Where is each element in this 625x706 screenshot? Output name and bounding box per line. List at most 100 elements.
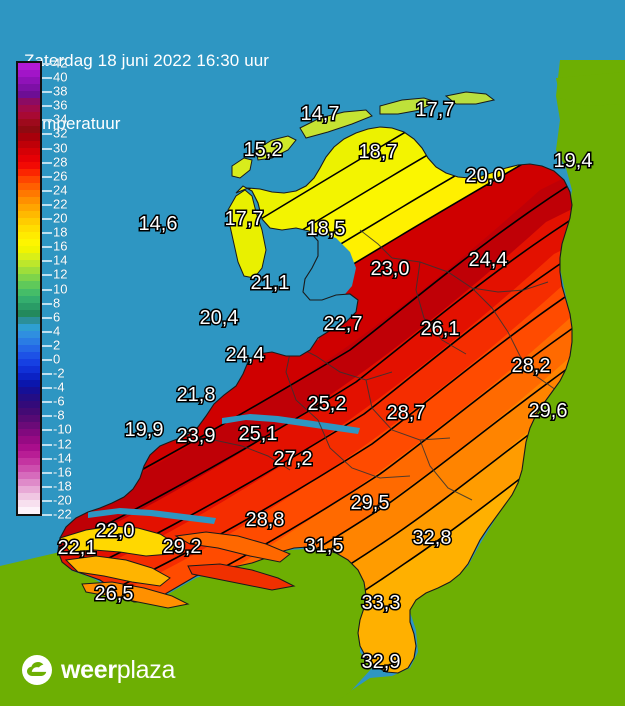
station-temperature-label: 18,5 bbox=[305, 218, 347, 241]
colorbar-tick-label: 30 bbox=[53, 140, 68, 156]
colorbar-tick bbox=[42, 218, 52, 221]
colorbar-tick bbox=[42, 288, 52, 291]
colorbar-tick-label: 10 bbox=[53, 281, 68, 296]
colorbar-tick bbox=[42, 316, 52, 319]
colorbar-segment bbox=[18, 506, 40, 514]
colorbar-tick-label: -14 bbox=[53, 450, 72, 466]
colorbar-tick-label: 18 bbox=[53, 224, 68, 240]
colorbar-tick-label: -20 bbox=[53, 492, 72, 508]
colorbar-segment bbox=[18, 485, 40, 493]
colorbar-segment bbox=[18, 260, 40, 268]
weerplaza-logo[interactable]: weerplaza bbox=[22, 655, 175, 685]
colorbar-segment bbox=[18, 161, 40, 169]
station-temperature-label: 28,2 bbox=[510, 355, 552, 378]
colorbar-segment bbox=[18, 366, 40, 374]
colorbar-segment bbox=[18, 415, 40, 423]
colorbar-tick-label: 0 bbox=[53, 351, 61, 367]
colorbar-segment bbox=[18, 196, 40, 204]
colorbar-tick-label: 26 bbox=[53, 168, 68, 184]
colorbar-segment bbox=[18, 253, 40, 261]
colorbar-segment bbox=[18, 443, 40, 451]
station-temperature-label: 22,0 bbox=[94, 520, 136, 543]
colorbar-segment bbox=[18, 232, 40, 240]
colorbar-tick-label: 14 bbox=[53, 252, 68, 268]
colorbar-tick-label: 40 bbox=[53, 69, 68, 85]
temperature-colorbar: 42 40 38 36 34 32 30 28 26 24 22 20 18 16 14 12 10 8 6 4 2 0-… bbox=[16, 57, 78, 521]
colorbar-tick-label: 20 bbox=[53, 210, 68, 226]
station-temperature-label: 29,5 bbox=[349, 492, 391, 515]
station-temperature-label: 14,7 bbox=[299, 103, 341, 126]
colorbar-ticks: 42 40 38 36 34 32 30 28 26 24 22 20 18 16 14 12 10 8 6 4 2 0-… bbox=[42, 57, 78, 521]
colorbar-tick-label: 2 bbox=[53, 337, 61, 353]
station-temperature-label: 27,2 bbox=[272, 448, 314, 471]
colorbar-segment bbox=[18, 295, 40, 303]
colorbar-tick bbox=[42, 260, 52, 263]
colorbar-segment bbox=[18, 147, 40, 155]
colorbar-tick bbox=[42, 161, 52, 164]
colorbar-tick-label: 36 bbox=[53, 97, 68, 113]
colorbar-segment bbox=[18, 422, 40, 430]
colorbar-tick bbox=[42, 471, 52, 474]
colorbar-tick-label: -10 bbox=[53, 421, 72, 437]
colorbar-segment bbox=[18, 77, 40, 85]
colorbar-segment bbox=[18, 168, 40, 176]
colorbar-tick-label: 6 bbox=[53, 309, 61, 325]
colorbar-segment bbox=[18, 478, 40, 486]
station-temperature-label: 14,6 bbox=[137, 213, 179, 236]
colorbar-segment bbox=[18, 464, 40, 472]
colorbar-tick bbox=[42, 344, 52, 347]
colorbar-segment bbox=[18, 330, 40, 338]
colorbar-segment bbox=[18, 288, 40, 296]
colorbar-segment bbox=[18, 203, 40, 211]
colorbar-segment bbox=[18, 373, 40, 381]
colorbar-segment bbox=[18, 436, 40, 444]
cloud-icon bbox=[22, 655, 52, 685]
colorbar-segment bbox=[18, 112, 40, 120]
station-temperature-label: 18,7 bbox=[357, 141, 399, 164]
colorbar-segment bbox=[18, 225, 40, 233]
colorbar-segment bbox=[18, 492, 40, 500]
colorbar-tick bbox=[42, 401, 52, 404]
colorbar-tick bbox=[42, 373, 52, 376]
station-temperature-label: 25,1 bbox=[237, 423, 279, 446]
colorbar-tick bbox=[42, 499, 52, 502]
colorbar-tick-label: -8 bbox=[53, 407, 65, 423]
colorbar-tick bbox=[42, 189, 52, 192]
colorbar-tick-label: 22 bbox=[53, 196, 68, 212]
colorbar-segment bbox=[18, 126, 40, 134]
colorbar-segment bbox=[18, 267, 40, 275]
station-temperature-label: 29,6 bbox=[527, 400, 569, 423]
colorbar-segment bbox=[18, 380, 40, 388]
station-temperature-label: 29,2 bbox=[161, 536, 203, 559]
colorbar-tick-label: 12 bbox=[53, 266, 68, 282]
station-temperature-label: 26,5 bbox=[93, 583, 135, 606]
colorbar-gradient bbox=[16, 61, 42, 516]
station-temperature-label: 31,5 bbox=[303, 535, 345, 558]
station-temperature-label: 21,8 bbox=[175, 384, 217, 407]
colorbar-tick bbox=[42, 457, 52, 460]
station-temperature-label: 23,0 bbox=[369, 258, 411, 281]
colorbar-segment bbox=[18, 189, 40, 197]
station-temperature-label: 26,1 bbox=[419, 318, 461, 341]
colorbar-tick-label: -16 bbox=[53, 464, 72, 480]
colorbar-segment bbox=[18, 387, 40, 395]
colorbar-segment bbox=[18, 309, 40, 317]
colorbar-tick-label: 8 bbox=[53, 295, 61, 311]
station-temperature-label: 32,9 bbox=[360, 651, 402, 674]
colorbar-segment bbox=[18, 140, 40, 148]
colorbar-tick bbox=[42, 387, 52, 390]
colorbar-segment bbox=[18, 316, 40, 324]
colorbar-tick-label: 32 bbox=[53, 125, 68, 141]
colorbar-tick-label: 38 bbox=[53, 83, 68, 99]
station-temperature-label: 24,4 bbox=[224, 344, 266, 367]
colorbar-tick-label: -12 bbox=[53, 436, 72, 452]
colorbar-segment bbox=[18, 323, 40, 331]
station-temperature-label: 32,8 bbox=[411, 527, 453, 550]
colorbar-tick-label: 24 bbox=[53, 182, 68, 198]
colorbar-segment bbox=[18, 70, 40, 78]
station-temperature-label: 15,2 bbox=[242, 139, 284, 162]
station-temperature-label: 19,4 bbox=[552, 150, 594, 173]
station-temperature-label: 17,7 bbox=[223, 208, 265, 231]
